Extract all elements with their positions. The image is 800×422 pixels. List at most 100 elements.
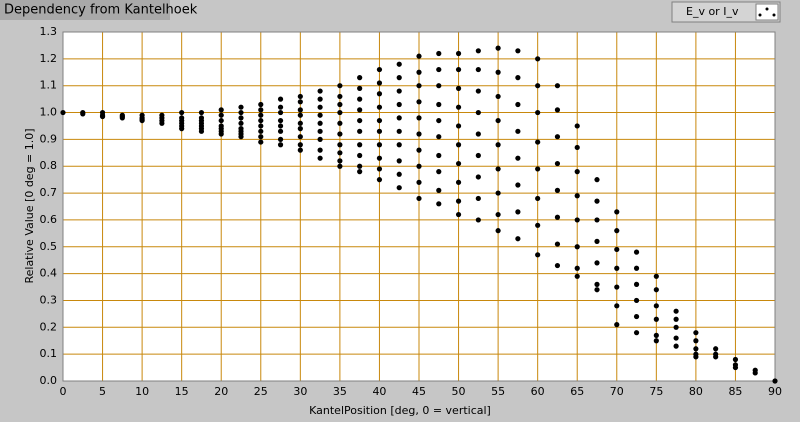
- point: [713, 354, 719, 360]
- point: [277, 117, 284, 124]
- point: [258, 117, 264, 124]
- plot-frame: [62, 31, 776, 382]
- point: [475, 109, 481, 116]
- legend-swatch-box: [755, 3, 779, 21]
- point: [554, 187, 561, 193]
- point: [119, 115, 125, 121]
- x-tick-label: 35: [333, 385, 347, 398]
- point: [396, 88, 402, 94]
- point: [416, 115, 422, 121]
- point: [357, 85, 363, 91]
- point: [455, 123, 462, 129]
- point: [475, 195, 481, 202]
- point: [337, 101, 343, 108]
- point: [416, 131, 422, 137]
- point: [317, 112, 323, 118]
- x-tick-label: 75: [649, 385, 663, 398]
- point: [317, 120, 323, 126]
- point: [535, 109, 541, 116]
- point: [554, 83, 561, 89]
- point: [673, 324, 679, 330]
- point: [337, 109, 343, 116]
- point: [337, 120, 343, 126]
- point: [337, 150, 343, 156]
- point: [614, 209, 620, 215]
- point: [574, 144, 580, 151]
- point: [436, 101, 442, 108]
- point: [357, 96, 363, 102]
- point: [495, 69, 501, 75]
- point: [455, 160, 462, 167]
- point: [297, 126, 303, 132]
- point: [277, 104, 284, 110]
- point: [614, 284, 620, 290]
- point: [297, 142, 303, 148]
- y-tick-label: 1.3: [40, 25, 58, 38]
- point: [238, 134, 244, 140]
- point: [574, 273, 580, 279]
- y-tick-label: 0.0: [40, 374, 58, 387]
- point: [297, 120, 303, 126]
- point: [455, 198, 462, 204]
- point: [396, 185, 402, 191]
- x-tick-label: 80: [689, 385, 703, 398]
- point: [515, 182, 521, 188]
- legend-swatch: [772, 13, 776, 17]
- point: [455, 85, 462, 91]
- point: [436, 152, 442, 159]
- legend-swatch: [758, 13, 762, 17]
- point: [297, 93, 303, 100]
- point: [653, 303, 659, 309]
- point: [376, 142, 383, 148]
- point: [376, 177, 383, 183]
- point: [416, 195, 422, 202]
- chart-title: Dependency from Kantelhoek: [4, 3, 198, 18]
- point: [515, 155, 521, 161]
- y-tick-label: 0.4: [40, 267, 58, 280]
- y-axis-label: Relative Value [0 deg = 1.0]: [23, 128, 36, 283]
- point: [653, 273, 659, 279]
- legend-label: E_v or I_v: [686, 5, 739, 18]
- point: [673, 308, 679, 314]
- point: [357, 169, 363, 175]
- point: [258, 123, 264, 129]
- point: [258, 139, 264, 145]
- point: [297, 99, 303, 105]
- point: [337, 131, 343, 137]
- point: [594, 260, 600, 266]
- point: [258, 128, 264, 134]
- point: [614, 303, 620, 309]
- point: [337, 93, 343, 100]
- x-tick-label: 45: [412, 385, 426, 398]
- point: [535, 56, 541, 62]
- point: [475, 48, 481, 54]
- point: [653, 338, 659, 344]
- point: [376, 128, 383, 134]
- point: [455, 211, 462, 218]
- point: [574, 244, 580, 250]
- point: [475, 88, 481, 94]
- point: [238, 109, 244, 116]
- y-tick-label: 0.1: [40, 347, 58, 360]
- point: [416, 99, 422, 105]
- point: [277, 123, 284, 129]
- point: [574, 169, 580, 175]
- point: [198, 109, 205, 116]
- point: [495, 166, 501, 172]
- point: [495, 211, 501, 218]
- point: [317, 128, 323, 134]
- point: [515, 128, 521, 134]
- point: [218, 117, 224, 124]
- point: [258, 134, 264, 140]
- x-tick-label: 85: [728, 385, 742, 398]
- point: [416, 69, 422, 75]
- point: [396, 75, 402, 81]
- point: [614, 265, 620, 271]
- point: [653, 287, 659, 293]
- point: [535, 83, 541, 89]
- point: [436, 169, 442, 175]
- point: [99, 113, 106, 120]
- point: [357, 128, 363, 134]
- point: [357, 107, 363, 113]
- y-tick-label: 0.7: [40, 186, 58, 199]
